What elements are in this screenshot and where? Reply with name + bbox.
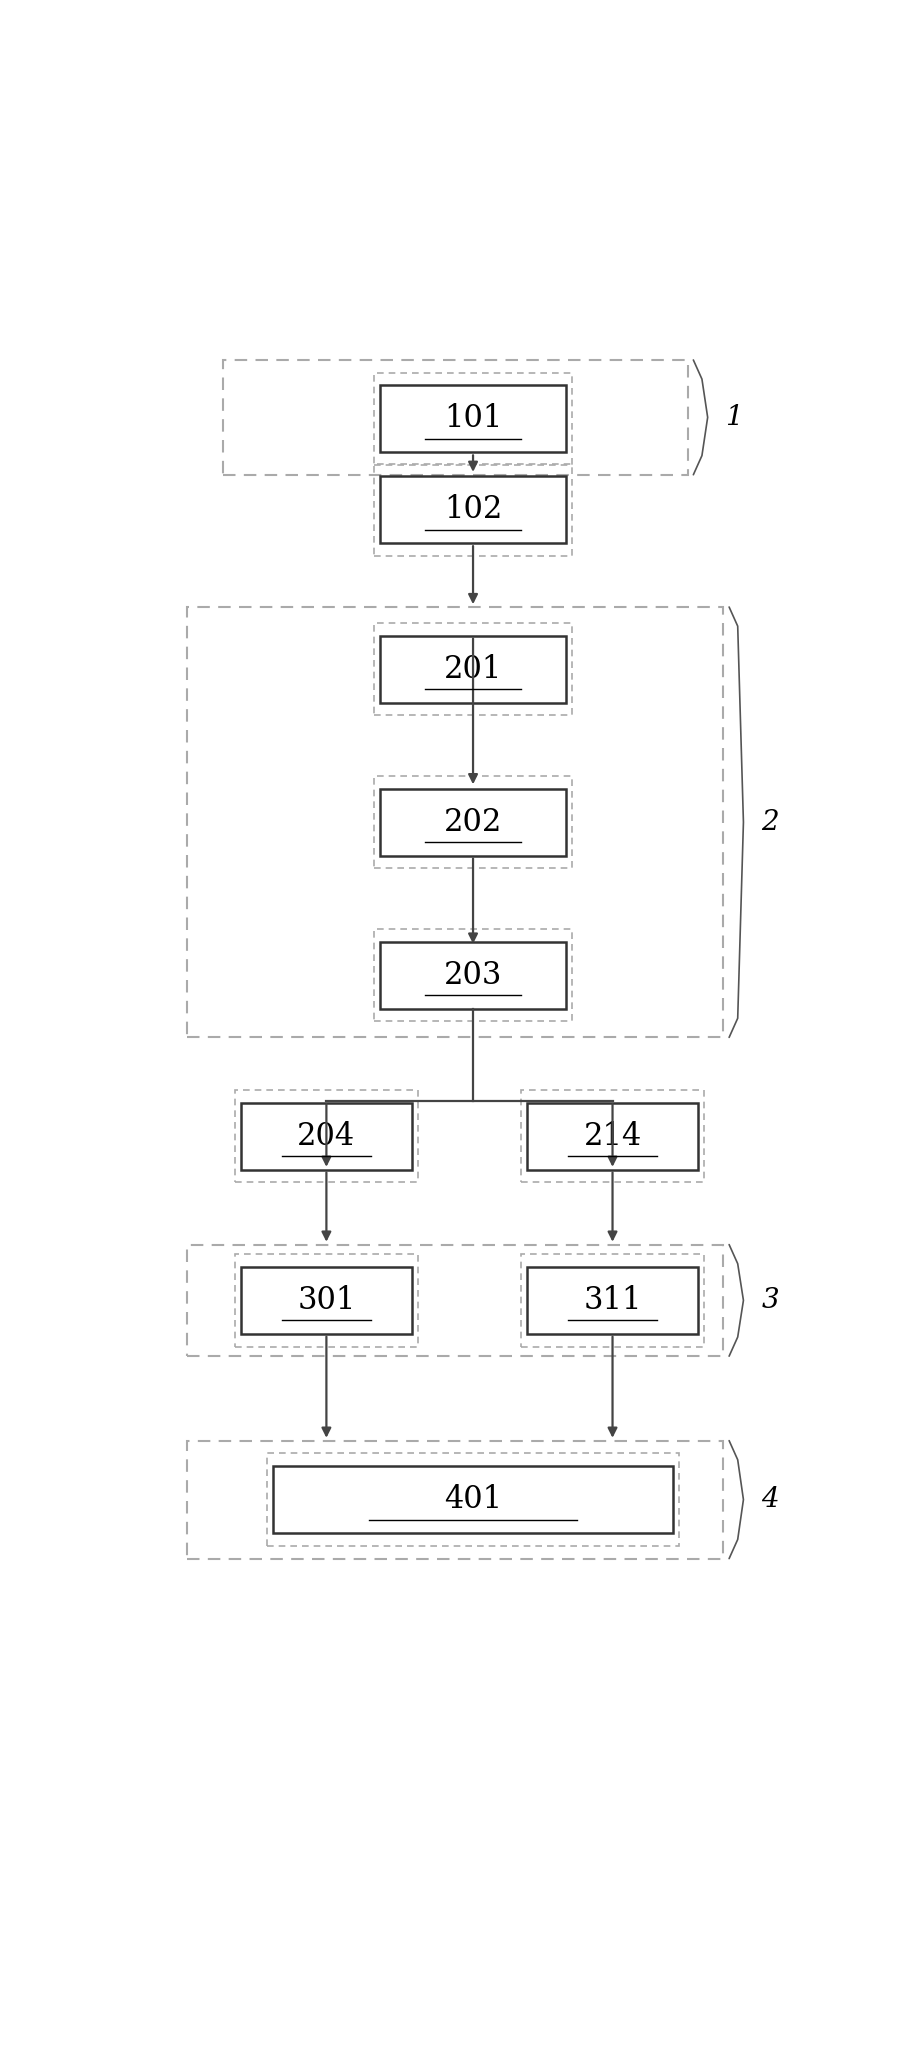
Text: 204: 204: [297, 1120, 355, 1151]
Text: 401: 401: [444, 1484, 502, 1515]
FancyBboxPatch shape: [527, 1103, 699, 1170]
FancyBboxPatch shape: [380, 385, 566, 453]
Text: 2: 2: [761, 809, 779, 836]
Text: 311: 311: [583, 1285, 641, 1317]
Text: 4: 4: [761, 1486, 779, 1513]
Text: 201: 201: [444, 654, 502, 685]
FancyBboxPatch shape: [272, 1466, 674, 1534]
Text: 202: 202: [444, 807, 502, 838]
Text: 3: 3: [761, 1288, 779, 1314]
Text: 1: 1: [725, 404, 743, 431]
Text: 301: 301: [297, 1285, 355, 1317]
Text: 203: 203: [444, 960, 502, 992]
FancyBboxPatch shape: [380, 476, 566, 542]
Text: 214: 214: [583, 1120, 641, 1151]
Text: 102: 102: [444, 495, 502, 526]
FancyBboxPatch shape: [380, 789, 566, 855]
FancyBboxPatch shape: [241, 1103, 413, 1170]
FancyBboxPatch shape: [380, 942, 566, 1008]
FancyBboxPatch shape: [380, 635, 566, 702]
FancyBboxPatch shape: [241, 1267, 413, 1333]
FancyBboxPatch shape: [527, 1267, 699, 1333]
Text: 101: 101: [444, 404, 502, 435]
